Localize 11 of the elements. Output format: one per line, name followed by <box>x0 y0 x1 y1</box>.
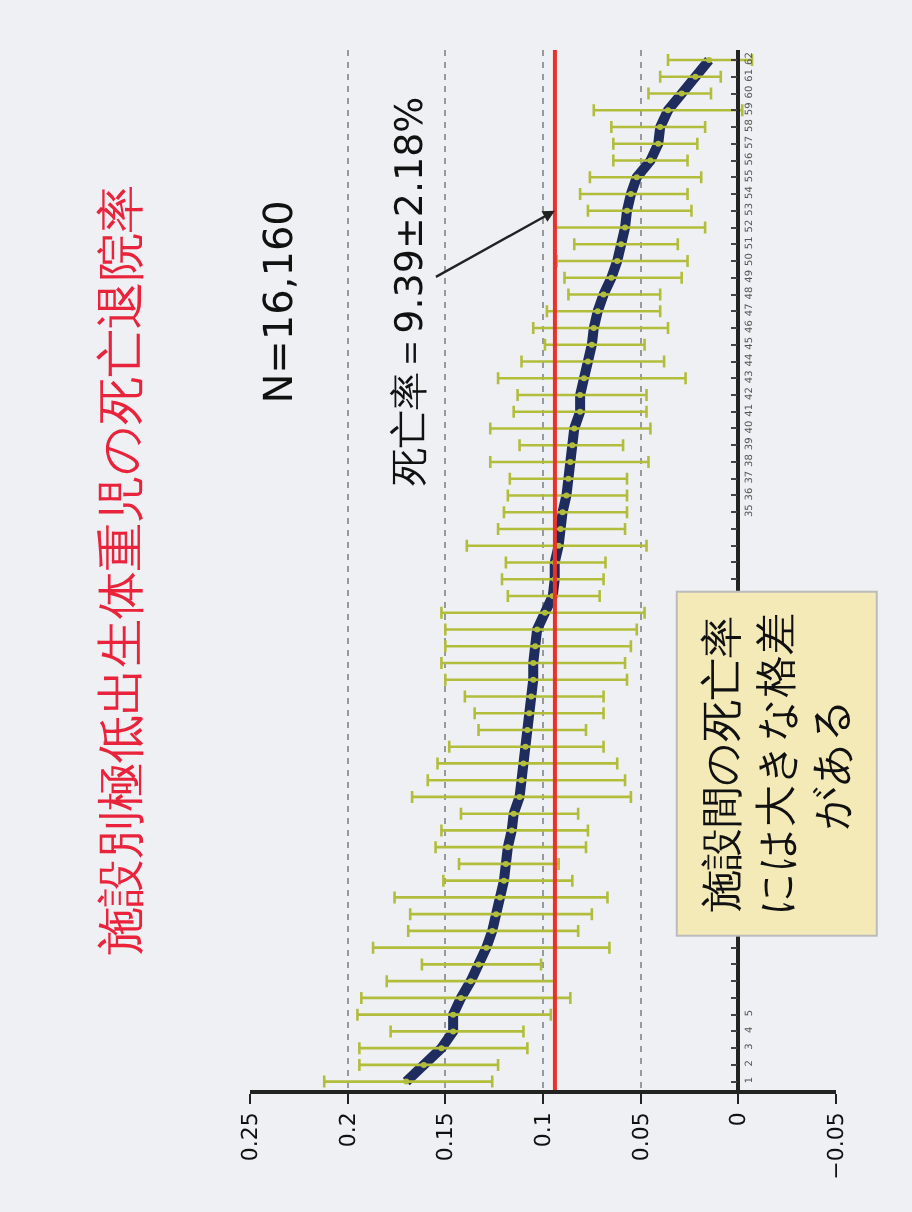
annotation: N=16,160 <box>254 200 303 404</box>
x-tick-label: −0.05 <box>823 1112 850 1180</box>
x-tick-label: 0.25 <box>237 1112 264 1162</box>
x-tick-label: 0.2 <box>334 1112 361 1148</box>
x-tick-label: 0 <box>725 1112 752 1127</box>
text: 施設別極低出生体重児の死亡退院率 <box>92 184 149 955</box>
ref-line-label: 死亡率＝9.39±2.18% <box>388 96 433 486</box>
x-tick-label: 0.15 <box>432 1112 459 1162</box>
annotation: 施設間の死亡率には大きな格差がある <box>697 612 855 915</box>
x-tick-label: 0.1 <box>530 1112 557 1148</box>
x-tick-label: 0.05 <box>627 1112 654 1162</box>
